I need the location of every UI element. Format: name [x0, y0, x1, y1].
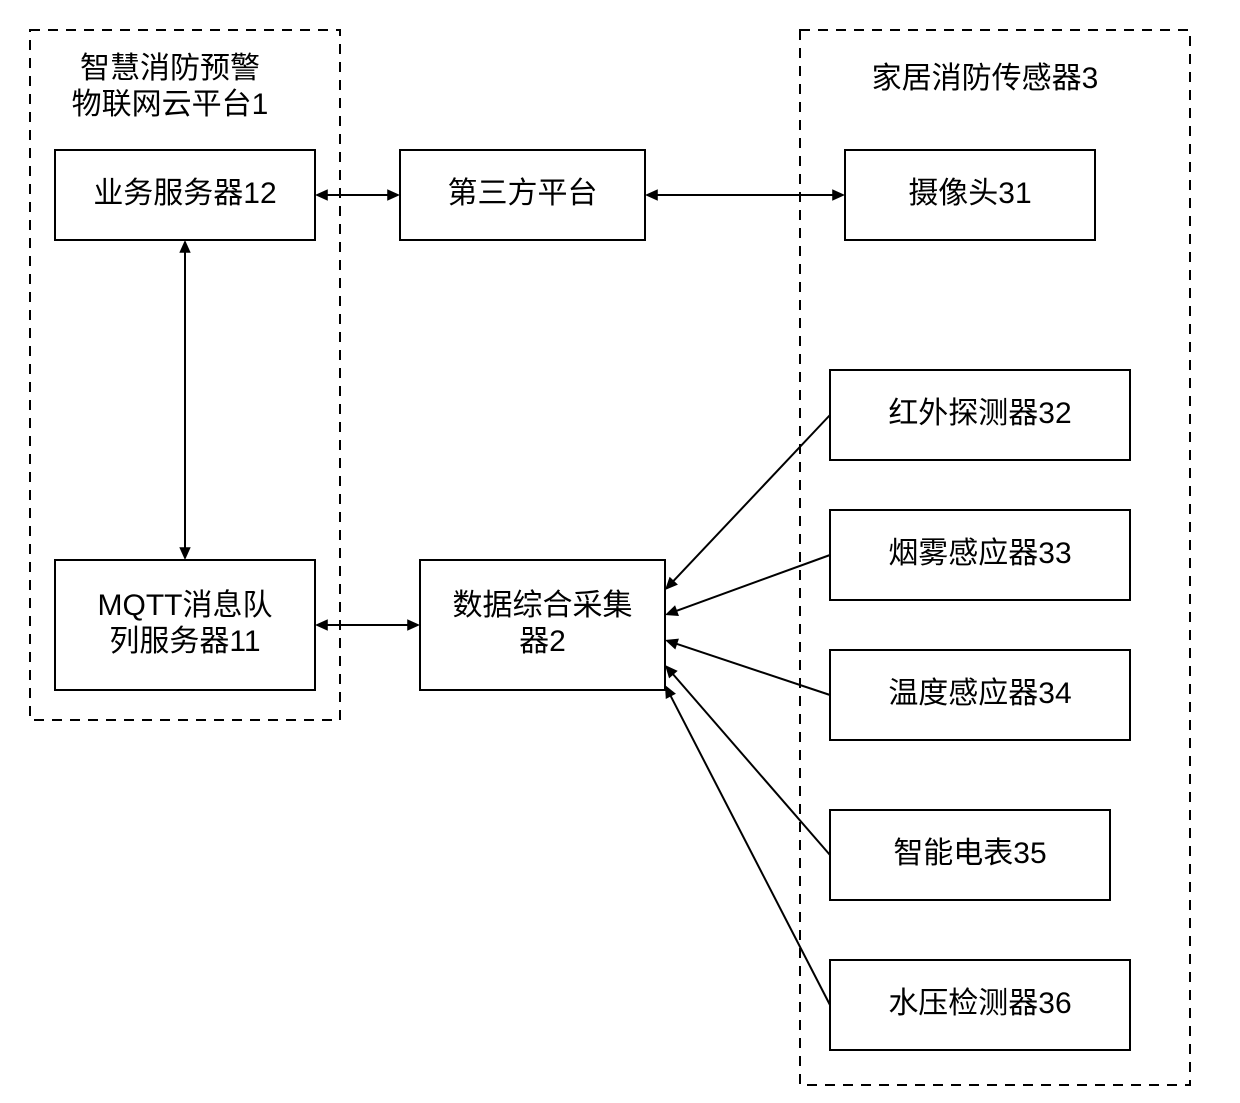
- node-label: 第三方平台: [448, 177, 598, 210]
- node-label: 列服务器11: [109, 625, 260, 658]
- group-title: 家居消防传感器3: [872, 62, 1099, 95]
- group-title: 物联网云平台1: [72, 88, 269, 121]
- group-title: 智慧消防预警: [80, 52, 260, 85]
- node-label: 烟雾感应器33: [888, 537, 1071, 570]
- node-label: 智能电表35: [893, 837, 1046, 870]
- node-label: 摄像头31: [908, 177, 1031, 210]
- node-label: 器2: [519, 625, 566, 658]
- node-label: 红外探测器32: [888, 397, 1071, 430]
- node-label: 业务服务器12: [93, 177, 276, 210]
- node-label: 数据综合采集: [453, 589, 633, 622]
- node-label: MQTT消息队: [98, 589, 273, 622]
- node-label: 温度感应器34: [888, 677, 1071, 710]
- node-label: 水压检测器36: [888, 987, 1071, 1020]
